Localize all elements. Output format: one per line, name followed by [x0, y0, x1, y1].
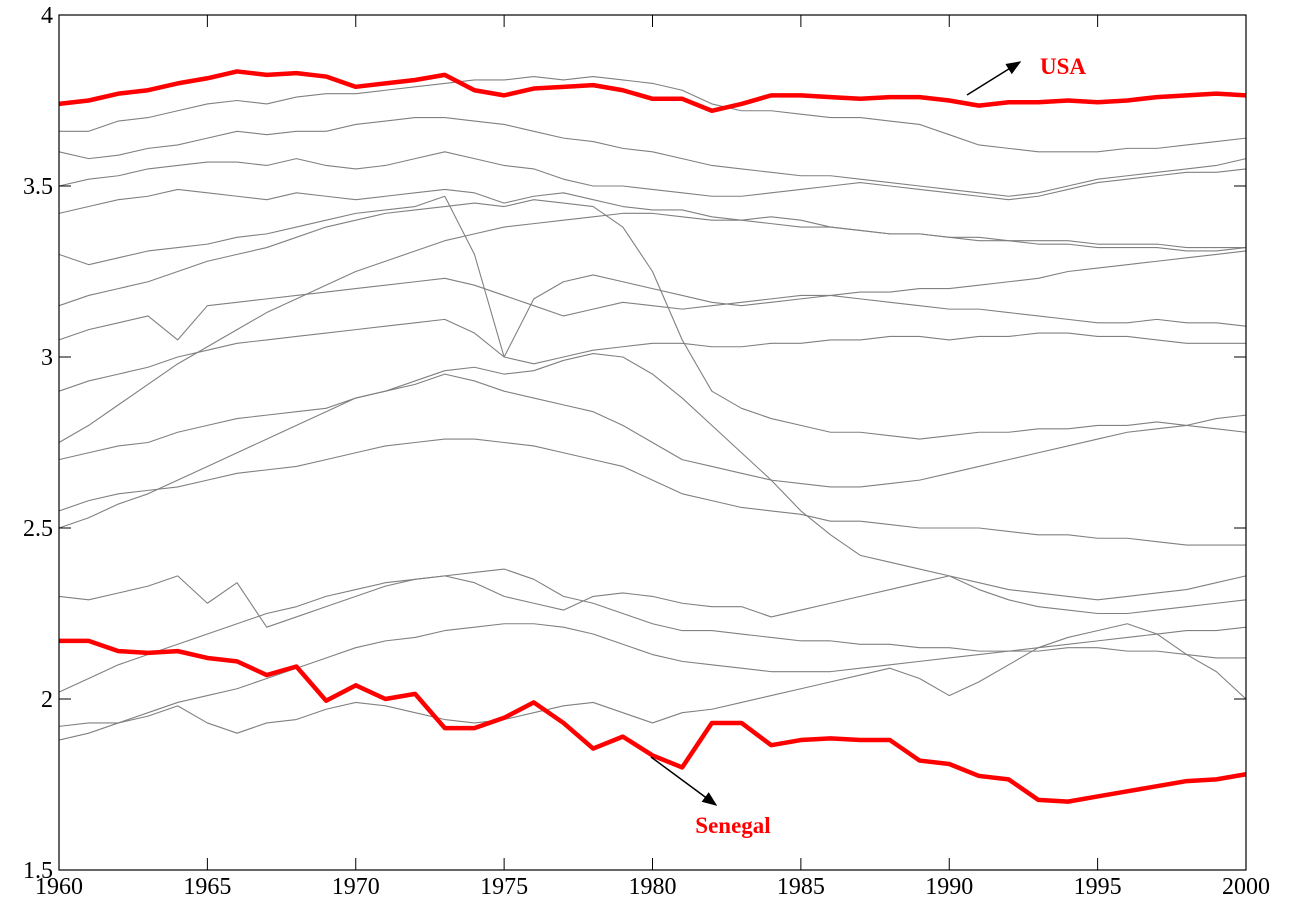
y-tick-label: 2.5 — [23, 516, 53, 542]
series-line — [58, 117, 1247, 197]
senegal-label: Senegal — [695, 813, 770, 838]
x-tick-label: 1985 — [777, 874, 825, 900]
x-tick-label: 1970 — [332, 874, 380, 900]
series-line — [59, 76, 1247, 153]
y-tick-label: 2 — [41, 687, 53, 713]
x-tick-label: 1995 — [1074, 874, 1122, 900]
x-tick-label: 1975 — [480, 874, 528, 900]
series-line — [58, 438, 1246, 546]
y-tick-label: 1.5 — [23, 858, 53, 884]
series-line — [58, 373, 1247, 488]
x-tick-label: 1990 — [925, 874, 973, 900]
usa-arrow — [966, 61, 1022, 96]
y-tick-label: 4 — [41, 3, 53, 29]
series-line — [58, 568, 1247, 693]
senegal-arrow — [650, 756, 718, 806]
series-line — [58, 277, 1247, 341]
series-line — [58, 623, 1246, 741]
x-tick-label: 1960 — [35, 874, 83, 900]
series-line — [58, 575, 1247, 628]
series-line — [58, 195, 1247, 358]
series-line — [58, 623, 1247, 734]
series-line — [58, 69, 1247, 114]
series-line — [58, 151, 1247, 201]
x-tick-label: 1980 — [629, 874, 677, 900]
y-tick-label: 3 — [41, 345, 53, 371]
series-line — [58, 199, 1247, 440]
x-tick-label: 1965 — [183, 874, 231, 900]
series-line — [58, 188, 1247, 252]
series-line — [58, 318, 1246, 392]
series-line — [58, 353, 1247, 615]
y-tick-label: 3.5 — [23, 174, 53, 200]
plot-area — [58, 69, 1247, 804]
series-line — [59, 638, 1247, 804]
series-line — [58, 212, 1246, 443]
usa-label: USA — [1040, 54, 1086, 79]
x-tick-label: 2000 — [1222, 874, 1270, 900]
